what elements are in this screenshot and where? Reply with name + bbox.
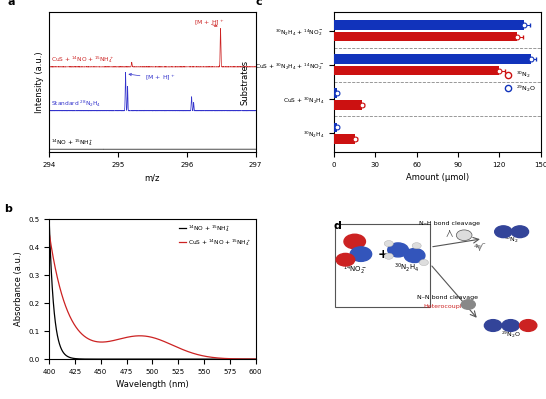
- Text: b: b: [4, 204, 11, 214]
- Text: CuS: CuS: [459, 233, 470, 238]
- Text: O: O: [526, 323, 531, 328]
- X-axis label: Amount (μmol): Amount (μmol): [406, 173, 469, 182]
- Bar: [334, 32, 517, 41]
- Bar: [334, 100, 361, 110]
- Circle shape: [412, 243, 421, 249]
- Text: $^{14}$NO$_2^-$: $^{14}$NO$_2^-$: [343, 264, 366, 277]
- Text: $^{14}$N: $^{14}$N: [355, 249, 366, 259]
- Bar: [334, 89, 337, 98]
- Text: $^{30}$N$_2$H$_4$: $^{30}$N$_2$H$_4$: [394, 261, 419, 274]
- Circle shape: [350, 247, 372, 261]
- Text: d: d: [333, 221, 341, 231]
- Text: $^{14}$N: $^{14}$N: [506, 321, 516, 330]
- Circle shape: [495, 226, 512, 238]
- Text: $^{15}$N: $^{15}$N: [488, 321, 498, 330]
- Text: N–N bond cleavage: N–N bond cleavage: [417, 295, 478, 300]
- Circle shape: [511, 226, 529, 238]
- Y-axis label: Intensity (a.u.): Intensity (a.u.): [34, 51, 44, 113]
- Text: Heterocoupling: Heterocoupling: [424, 304, 472, 309]
- Text: CuS + $^{14}$NO + $^{15}$NH$_4^+$: CuS + $^{14}$NO + $^{15}$NH$_4^+$: [51, 55, 115, 65]
- Text: O: O: [352, 239, 358, 245]
- Circle shape: [519, 320, 537, 332]
- Text: O: O: [342, 257, 348, 263]
- Legend: $^{14}$NO + $^{15}$NH$_4^+$, CuS + $^{14}$NO + $^{15}$NH$_4^+$: $^{14}$NO + $^{15}$NH$_4^+$, CuS + $^{14…: [178, 222, 253, 249]
- Circle shape: [384, 253, 393, 259]
- Circle shape: [336, 253, 355, 266]
- Text: N–H bond cleavage: N–H bond cleavage: [419, 221, 480, 226]
- Text: $^{14}$NO + $^{15}$NH$_4^+$: $^{14}$NO + $^{15}$NH$_4^+$: [51, 137, 94, 148]
- Text: [M + H]$^+$: [M + H]$^+$: [129, 73, 176, 83]
- FancyBboxPatch shape: [335, 224, 430, 306]
- X-axis label: m/z: m/z: [145, 173, 160, 182]
- Text: $^{15}$N: $^{15}$N: [515, 227, 525, 236]
- Text: a: a: [8, 0, 15, 7]
- Circle shape: [384, 241, 393, 247]
- Bar: [334, 122, 337, 132]
- Text: $^{15}$N: $^{15}$N: [498, 227, 508, 236]
- Text: 4e$^-$: 4e$^-$: [473, 242, 486, 250]
- Text: Standard $^{28}$N$_2$H$_4$: Standard $^{28}$N$_2$H$_4$: [51, 99, 102, 109]
- Y-axis label: Absorbance (a.u.): Absorbance (a.u.): [14, 252, 22, 326]
- Text: 4e$^-$: 4e$^-$: [462, 300, 474, 308]
- Text: c: c: [256, 0, 262, 7]
- Circle shape: [419, 259, 429, 266]
- Bar: [334, 66, 499, 75]
- Legend: $^{30}$N$_2$, $^{29}$N$_2$O: $^{30}$N$_2$, $^{29}$N$_2$O: [501, 69, 537, 95]
- X-axis label: Wavelength (nm): Wavelength (nm): [116, 380, 189, 389]
- Circle shape: [484, 320, 502, 332]
- Circle shape: [461, 300, 476, 309]
- Bar: [334, 134, 355, 144]
- Text: $^{15}$N: $^{15}$N: [410, 251, 420, 260]
- Y-axis label: Substrates: Substrates: [241, 59, 250, 105]
- Text: $^{30}$N$_2$: $^{30}$N$_2$: [504, 235, 519, 245]
- Circle shape: [404, 249, 425, 263]
- Text: $^{29}$N$_2$O: $^{29}$N$_2$O: [501, 330, 520, 340]
- Text: $^{15}$N: $^{15}$N: [393, 245, 403, 255]
- Circle shape: [388, 243, 408, 257]
- Circle shape: [456, 230, 472, 241]
- Text: +: +: [377, 248, 388, 261]
- Circle shape: [344, 234, 365, 249]
- Bar: [334, 20, 524, 30]
- Bar: [334, 54, 531, 64]
- Text: [M + H]$^+$: [M + H]$^+$: [194, 19, 224, 28]
- Circle shape: [502, 320, 519, 332]
